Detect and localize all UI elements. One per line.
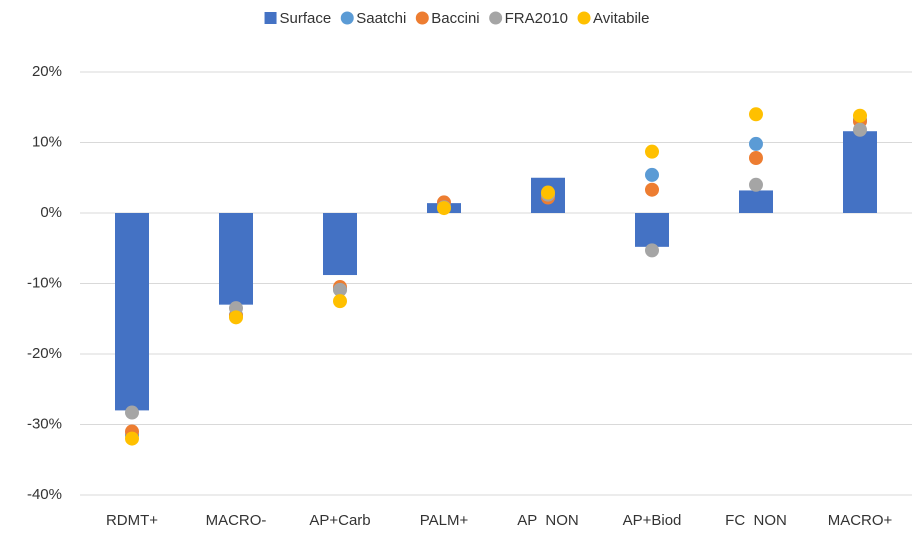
dot (333, 294, 347, 309)
y-tick-label: -40% (27, 486, 62, 503)
x-tick-label: AP+Carb (309, 512, 370, 529)
y-tick-label: 10% (32, 133, 62, 150)
dot (853, 108, 867, 123)
legend-swatch (489, 11, 503, 25)
bar (635, 213, 669, 247)
dot (333, 282, 347, 297)
legend-label: Avitabile (593, 10, 649, 27)
y-tick-label: 20% (32, 63, 62, 80)
dot (125, 405, 139, 420)
y-tick-label: 0% (40, 204, 62, 221)
legend-swatch (415, 11, 429, 25)
dot (437, 201, 451, 216)
dot (541, 185, 555, 200)
legend-swatch (264, 12, 277, 24)
dot (749, 136, 763, 151)
bar (323, 213, 357, 276)
legend-label: Saatchi (356, 10, 406, 27)
legend: Surface Saatchi Baccini FRA2010 Avitabile (264, 10, 649, 27)
bar (739, 190, 773, 213)
x-tick-label: AP NON (517, 512, 578, 529)
dot (229, 310, 243, 325)
dot (125, 431, 139, 446)
dot (749, 151, 763, 166)
dot (645, 243, 659, 258)
dot (749, 177, 763, 192)
x-tick-label: AP+Biod (623, 512, 682, 529)
y-tick-label: -20% (27, 345, 62, 362)
bar (843, 131, 877, 213)
legend-label: Baccini (431, 10, 479, 27)
dot (749, 107, 763, 122)
bar (219, 213, 253, 305)
legend-label: FRA2010 (505, 10, 568, 27)
x-tick-label: PALM+ (420, 512, 469, 529)
y-tick-label: -10% (27, 274, 62, 291)
dot (645, 182, 659, 197)
y-tick-label: -30% (27, 415, 62, 432)
dot (645, 167, 659, 182)
legend-label: Surface (280, 10, 332, 27)
x-tick-label: MACRO+ (828, 512, 893, 529)
x-tick-label: MACRO- (206, 512, 267, 529)
x-tick-label: RDMT+ (106, 512, 158, 529)
legend-swatch (577, 11, 591, 25)
bar (115, 213, 149, 411)
legend-swatch (340, 11, 354, 25)
dot (645, 144, 659, 159)
x-tick-label: FC NON (725, 512, 787, 529)
dot (853, 122, 867, 137)
